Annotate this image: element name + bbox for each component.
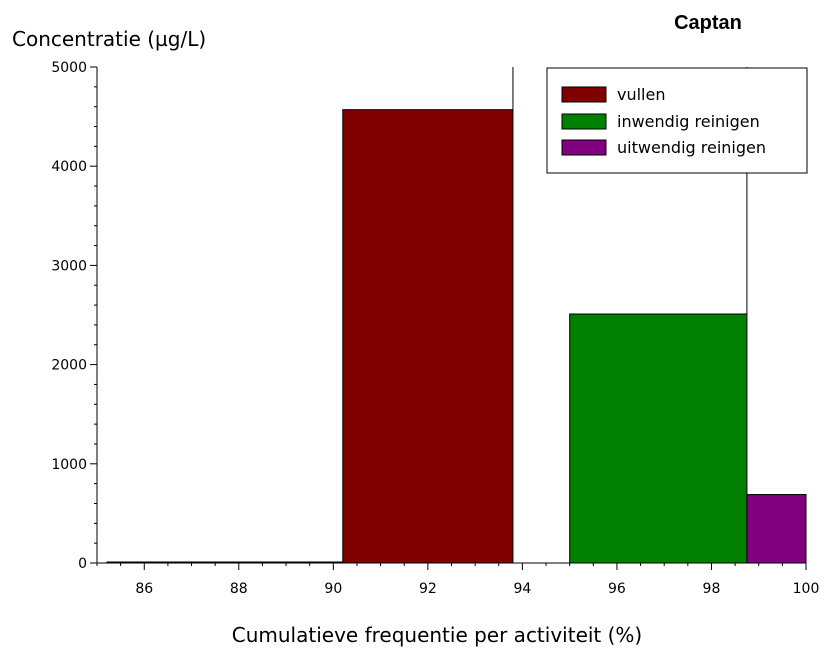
x-tick-label: 90: [324, 581, 342, 597]
y-tick-label: 1000: [51, 457, 87, 473]
bar-inwendig-reinigen: [569, 313, 748, 564]
legend-label-vullen: vullen: [617, 85, 665, 104]
x-axis-title: Cumulatieve frequentie per activiteit (%…: [232, 623, 643, 647]
bar-vullen: [342, 109, 514, 564]
legend-swatch-uitwendig-reinigen: [561, 139, 607, 156]
plot-area: 0 1000 2000 3000 4000 5000 86 88 90 92 94 96 98 100: [51, 60, 819, 597]
x-tick-label: 88: [230, 581, 248, 597]
legend: vullen inwendig reinigen uitwendig reini…: [546, 67, 808, 174]
y-tick-label: 5000: [51, 60, 87, 76]
x-tick-label: 94: [513, 581, 531, 597]
legend-label-uitwendig-reinigen: uitwendig reinigen: [617, 138, 766, 157]
legend-label-inwendig-reinigen: inwendig reinigen: [617, 112, 760, 131]
y-tick-label: 4000: [51, 159, 87, 175]
x-tick-label: 86: [135, 581, 153, 597]
y-tick-label: 2000: [51, 358, 87, 374]
x-tick-label: 98: [703, 581, 721, 597]
y-axis-title: Concentratie (µg/L): [12, 27, 206, 51]
y-tick-label: 0: [78, 556, 87, 572]
chart-title: Captan: [674, 12, 742, 34]
legend-swatch-inwendig-reinigen: [561, 113, 607, 130]
legend-swatch-vullen: [561, 86, 607, 103]
x-tick-label: 96: [608, 581, 626, 597]
x-tick-label: 92: [419, 581, 437, 597]
y-tick-label: 3000: [51, 258, 87, 274]
x-tick-label: 100: [793, 581, 820, 597]
bar-uitwendig-reinigen: [746, 494, 807, 564]
